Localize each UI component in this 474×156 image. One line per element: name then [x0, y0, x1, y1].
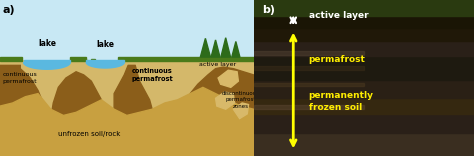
Text: discontinuous
permafrost
zones: discontinuous permafrost zones	[222, 91, 260, 109]
Bar	[254, 41, 474, 56]
Text: active layer: active layer	[199, 62, 236, 67]
Text: continuous
permafrost: continuous permafrost	[132, 68, 173, 82]
Polygon shape	[211, 40, 220, 57]
Bar	[254, 114, 474, 133]
Bar	[254, 16, 474, 28]
Bar	[254, 133, 474, 156]
Bar	[254, 83, 364, 86]
Polygon shape	[201, 38, 210, 57]
Bar	[91, 59, 95, 62]
Bar	[0, 57, 21, 61]
Polygon shape	[86, 62, 124, 68]
Polygon shape	[24, 60, 70, 62]
Bar	[254, 66, 364, 70]
Text: permafrost: permafrost	[309, 55, 365, 64]
Bar	[118, 57, 254, 61]
Text: unfrozen soil/rock: unfrozen soil/rock	[57, 131, 120, 137]
Bar	[70, 57, 86, 61]
Polygon shape	[114, 62, 152, 156]
Text: b): b)	[263, 5, 275, 15]
Text: permanently
frozen soil: permanently frozen soil	[309, 91, 374, 112]
Polygon shape	[24, 62, 70, 69]
Text: continuous
permafrost: continuous permafrost	[2, 72, 37, 84]
Polygon shape	[86, 60, 124, 62]
Bar	[0, 0, 254, 59]
Polygon shape	[0, 60, 254, 66]
Text: a): a)	[2, 5, 15, 15]
Polygon shape	[190, 67, 254, 156]
Bar	[254, 0, 474, 16]
Polygon shape	[232, 41, 240, 57]
Bar	[254, 80, 474, 98]
Polygon shape	[0, 87, 254, 156]
Polygon shape	[0, 62, 101, 156]
Bar	[254, 28, 474, 41]
Text: lake: lake	[38, 39, 56, 48]
Text: lake: lake	[96, 40, 114, 49]
Bar	[254, 105, 364, 109]
Bar	[254, 56, 474, 80]
Polygon shape	[233, 103, 248, 119]
Text: active layer: active layer	[309, 11, 368, 20]
Polygon shape	[216, 92, 235, 109]
Bar	[254, 51, 364, 55]
Bar	[0, 0, 254, 59]
Polygon shape	[218, 70, 238, 87]
Polygon shape	[221, 38, 230, 57]
Bar	[254, 98, 474, 114]
